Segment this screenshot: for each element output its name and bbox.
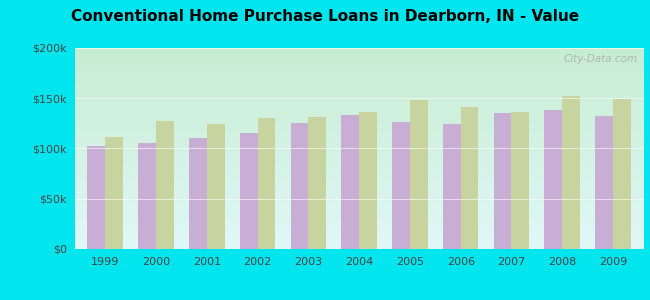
Bar [240, 134, 257, 249]
Bar [512, 112, 529, 249]
Bar [105, 137, 123, 249]
Bar [410, 100, 428, 249]
Text: City-Data.com: City-Data.com [564, 54, 638, 64]
Bar [545, 110, 562, 249]
Bar [156, 122, 174, 249]
Bar [562, 96, 580, 249]
Bar [341, 115, 359, 249]
Bar [189, 138, 207, 249]
Bar [392, 122, 410, 249]
Bar [88, 146, 105, 249]
Bar [138, 143, 156, 249]
Bar [291, 123, 308, 249]
Legend: HMDA, PMIC: HMDA, PMIC [283, 296, 435, 300]
Bar [443, 124, 461, 249]
Bar [257, 118, 276, 249]
Bar [308, 117, 326, 249]
Text: Conventional Home Purchase Loans in Dearborn, IN - Value: Conventional Home Purchase Loans in Dear… [71, 9, 579, 24]
Bar [461, 107, 478, 249]
Bar [359, 112, 377, 249]
Bar [595, 116, 613, 249]
Bar [207, 124, 224, 249]
Bar [494, 113, 512, 249]
Bar [613, 99, 630, 249]
